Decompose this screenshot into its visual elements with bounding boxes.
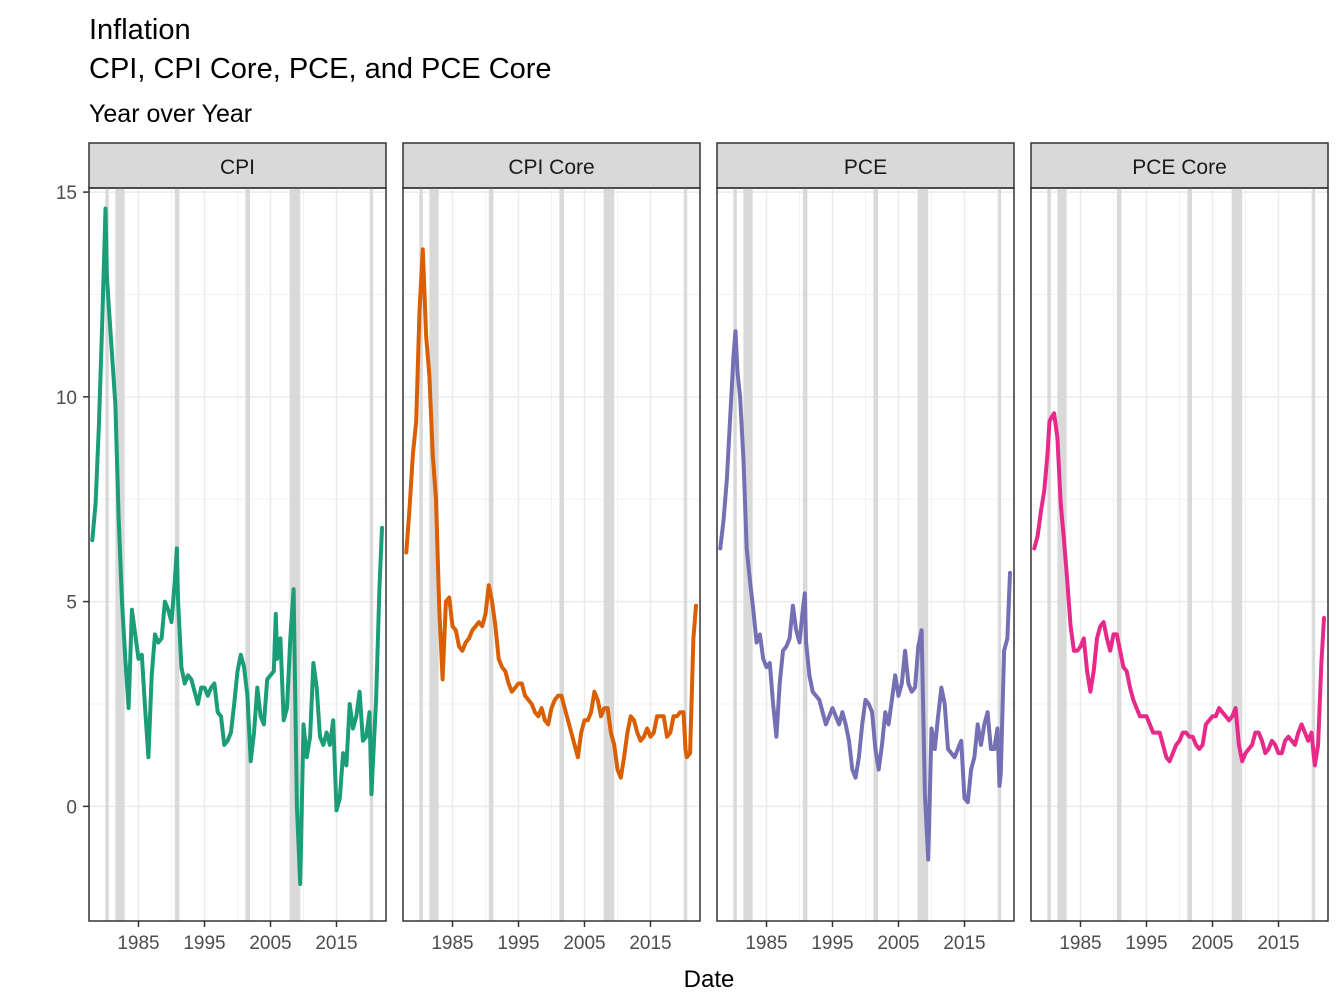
x-tick-label: 1995 <box>811 933 853 954</box>
x-tick-label: 1995 <box>497 933 539 954</box>
facet-panel: CPI 1985 1995 2005 2015 0 5 10 15 <box>56 142 387 954</box>
facet-strip-label: PCE Core <box>1132 156 1227 179</box>
facet-strip-label: PCE <box>844 156 887 179</box>
y-tick-label: 15 <box>56 183 77 204</box>
facet-panel: PCE Core 1985 1995 2005 2015 <box>1030 142 1329 954</box>
panel-border <box>88 187 387 922</box>
facet-strip-label: CPI Core <box>508 156 594 179</box>
chart-title: Inflation <box>89 14 191 46</box>
recession-band <box>684 188 688 921</box>
recession-band <box>429 188 439 921</box>
recession-band <box>289 188 301 921</box>
chart-title-line2: CPI, CPI Core, PCE, and PCE Core <box>89 53 552 85</box>
facet-panel: CPI Core 1985 1995 2005 2015 <box>402 142 701 954</box>
facet-strip <box>716 142 1015 189</box>
x-tick-label: 2005 <box>1191 933 1233 954</box>
recession-band <box>873 188 879 921</box>
x-tick-label: 2005 <box>877 933 919 954</box>
series-line <box>404 247 698 780</box>
y-tick-label: 0 <box>66 797 77 818</box>
recession-band <box>559 188 565 921</box>
recession-band <box>1187 188 1193 921</box>
recession-band <box>1057 188 1067 921</box>
y-tick-label: 5 <box>66 593 77 614</box>
recession-band <box>419 188 423 921</box>
x-axis-title: Date <box>684 966 735 993</box>
recession-band <box>917 188 929 921</box>
y-tick-label: 10 <box>56 388 77 409</box>
facet-strip-label: CPI <box>220 156 255 179</box>
x-tick-label: 1985 <box>1059 933 1101 954</box>
x-tick-label: 1985 <box>117 933 159 954</box>
facet-panel: PCE 1985 1995 2005 2015 <box>716 142 1015 954</box>
series-line <box>1032 411 1326 768</box>
x-tick-label: 2015 <box>629 933 671 954</box>
recession-band <box>1047 188 1051 921</box>
panel-border <box>716 187 1015 922</box>
recession-band <box>802 188 808 921</box>
recession-band <box>370 188 374 921</box>
recession-band <box>733 188 737 921</box>
panel-border <box>402 187 701 922</box>
x-tick-label: 1985 <box>431 933 473 954</box>
facet-strip <box>1030 142 1329 189</box>
recession-band <box>603 188 615 921</box>
chart-subtitle: Year over Year <box>89 100 252 128</box>
recession-band <box>1312 188 1316 921</box>
x-tick-label: 1995 <box>183 933 225 954</box>
x-tick-label: 2005 <box>563 933 605 954</box>
x-tick-label: 1995 <box>1125 933 1167 954</box>
series-line <box>90 206 384 887</box>
facet-panels: CPI 1985 1995 2005 2015 0 5 10 15 CPI Core 1985 199… <box>56 142 1329 954</box>
x-tick-label: 2005 <box>249 933 291 954</box>
facet-strip <box>402 142 701 189</box>
x-tick-label: 2015 <box>315 933 357 954</box>
x-tick-label: 2015 <box>943 933 985 954</box>
panel-border <box>1030 187 1329 922</box>
recession-band <box>1231 188 1243 921</box>
series-line <box>718 329 1012 862</box>
x-tick-label: 2015 <box>1257 933 1299 954</box>
x-tick-label: 1985 <box>745 933 787 954</box>
recession-band <box>245 188 251 921</box>
recession-band <box>1116 188 1122 921</box>
recession-band <box>488 188 494 921</box>
recession-band <box>998 188 1002 921</box>
recession-band <box>105 188 109 921</box>
facet-strip <box>88 142 387 189</box>
